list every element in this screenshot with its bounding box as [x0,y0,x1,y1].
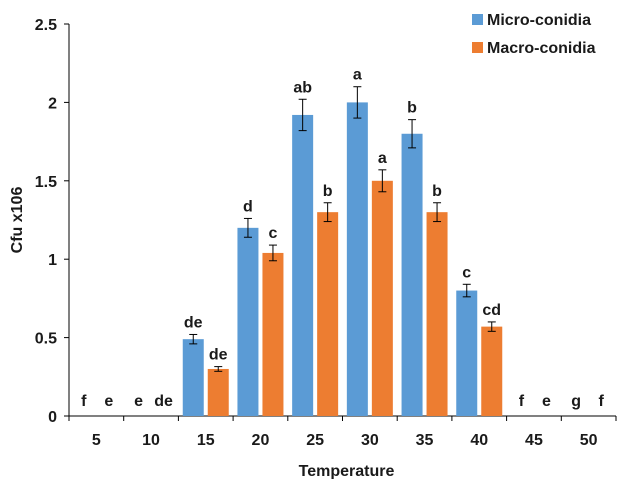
x-tick-label: 35 [416,432,434,449]
legend: Micro-conidia Macro-conidia [472,12,596,57]
significance-label-macro-conidia: cd [482,302,501,319]
x-tick-label: 15 [197,432,215,449]
significance-label-micro-conidia: e [134,393,143,410]
significance-label-macro-conidia: a [378,150,387,167]
bar-macro-conidia [207,368,229,416]
y-tick-label: 1.5 [35,174,57,191]
legend-swatch-macro-conidia [472,42,483,53]
significance-label-macro-conidia: de [154,393,173,410]
x-tick-label: 5 [92,432,101,449]
x-tick-label: 25 [306,432,324,449]
significance-label-macro-conidia: b [432,183,442,200]
significance-label-micro-conidia: ab [293,79,312,96]
y-axis-label: Cfu x106 [9,187,26,254]
y-tick-labels: 0 0.5 1 1.5 2 2.5 [35,17,69,426]
x-tick-label: 30 [361,432,379,449]
legend-label-macro-conidia: Macro-conidia [487,40,596,57]
y-tick-label: 1 [48,252,57,269]
bar-macro-conidia [262,252,284,416]
y-tick-label: 2 [48,95,57,112]
bar-macro-conidia [426,212,448,416]
significance-label-micro-conidia: de [184,314,203,331]
x-tick-label: 40 [470,432,488,449]
bar-micro-conidia [401,133,423,416]
x-tick-label: 45 [525,432,543,449]
bar-micro-conidia [237,227,259,416]
significance-label-micro-conidia: a [353,67,362,84]
significance-label-macro-conidia: e [104,393,113,410]
x-tick-label: 20 [252,432,270,449]
x-tick-label: 10 [142,432,160,449]
y-tick-label: 2.5 [35,17,57,34]
axes [68,24,616,417]
bar-macro-conidia [317,212,339,416]
significance-label-macro-conidia: f [598,393,604,410]
significance-label-macro-conidia: c [268,225,277,242]
bar-micro-conidia [346,102,368,417]
significance-label-macro-conidia: e [542,393,551,410]
bars [182,102,503,417]
significance-label-micro-conidia: c [462,264,471,281]
y-tick-label: 0 [48,409,57,426]
x-tick-labels: 5 10 15 20 25 30 35 40 45 50 [68,416,617,449]
bar-micro-conidia [182,339,204,416]
significance-label-macro-conidia: b [323,183,333,200]
legend-swatch-micro-conidia [472,14,483,25]
significance-label-micro-conidia: b [407,100,417,117]
y-tick-label: 0.5 [35,331,57,348]
x-tick-label: 50 [580,432,598,449]
legend-label-micro-conidia: Micro-conidia [487,12,591,29]
error-bars [189,86,496,372]
bar-micro-conidia [292,114,314,416]
significance-label-micro-conidia: f [81,393,87,410]
bar-micro-conidia [456,290,478,416]
bar-macro-conidia [481,326,503,416]
significance-label-macro-conidia: de [209,347,228,364]
x-axis-label: Temperature [299,463,395,479]
bar-macro-conidia [371,180,393,416]
significance-label-micro-conidia: g [571,393,581,410]
significance-label-micro-conidia: d [243,198,253,215]
significance-label-micro-conidia: f [519,393,525,410]
